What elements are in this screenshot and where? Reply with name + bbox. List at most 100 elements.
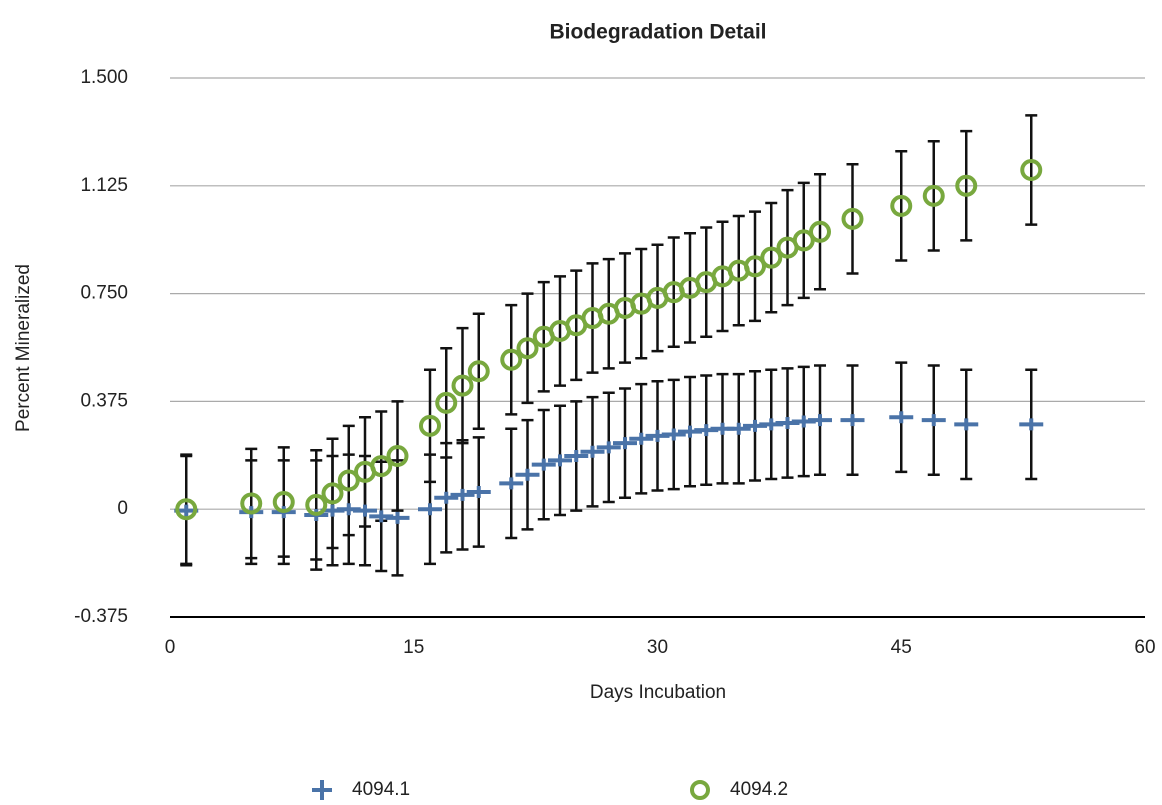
point [515, 468, 540, 481]
point [548, 454, 572, 467]
point [841, 207, 864, 230]
point [435, 391, 458, 414]
point [955, 174, 978, 197]
y-axis-label: Percent Mineralized [13, 264, 34, 432]
y-tick-label: -0.375 [74, 606, 128, 627]
point [613, 437, 637, 450]
point [500, 348, 523, 371]
point [321, 482, 344, 505]
error-bar [749, 210, 761, 323]
error-bar [797, 181, 810, 300]
x-tick-label: 15 [403, 637, 424, 658]
y-tick-label: 0.750 [80, 283, 128, 304]
chart-title: Biodegradation Detail [549, 21, 766, 44]
point [450, 488, 475, 501]
error-bar [1025, 114, 1038, 226]
point [419, 414, 441, 437]
error-bar [765, 201, 778, 314]
point [629, 432, 654, 445]
point [890, 194, 913, 217]
error-bar [375, 410, 388, 522]
error-bar [684, 231, 696, 344]
error-bar [505, 303, 518, 416]
point [451, 374, 474, 397]
error-bar [245, 447, 258, 560]
error-bar [326, 437, 339, 550]
point [840, 414, 865, 427]
error-bar [927, 139, 940, 252]
point [726, 422, 751, 435]
point [175, 498, 198, 521]
point [385, 511, 410, 524]
error-bar [537, 280, 550, 393]
point [516, 337, 539, 360]
point [353, 504, 377, 517]
point [744, 255, 766, 278]
point [386, 445, 409, 468]
x-tick-label: 45 [891, 637, 912, 658]
point [661, 428, 686, 441]
error-bar [846, 162, 859, 275]
point [418, 503, 442, 516]
error-bar [424, 368, 436, 484]
point [1019, 418, 1044, 431]
point [792, 229, 815, 252]
error-bar [814, 173, 826, 291]
legend-marker [312, 780, 332, 800]
error-bar [456, 326, 469, 445]
point [434, 491, 459, 504]
error-bar [781, 188, 794, 307]
point [240, 492, 263, 515]
y-tick-label: 1.500 [80, 67, 128, 88]
point [466, 485, 491, 498]
legend-marker [690, 780, 710, 800]
error-bar [651, 243, 664, 353]
point [305, 493, 328, 516]
point [272, 491, 295, 514]
error-bar [472, 312, 485, 430]
error-bar [619, 252, 631, 364]
point [337, 469, 360, 492]
error-bar [277, 446, 290, 558]
y-tick-label: 0 [117, 498, 128, 519]
legend-label: 4094.1 [352, 779, 410, 800]
y-tick-label: 0.375 [80, 390, 128, 411]
error-bar [521, 292, 534, 405]
point [499, 477, 524, 490]
point [1020, 158, 1043, 181]
point [760, 246, 783, 269]
error-bar [960, 129, 973, 242]
error-bar [716, 220, 729, 333]
error-bar [586, 262, 599, 374]
point [808, 414, 832, 427]
point [580, 445, 605, 458]
x-axis-label: Days Incubation [590, 682, 726, 703]
legend-label: 4094.2 [730, 779, 788, 800]
error-bar [342, 424, 355, 537]
x-tick-label: 0 [165, 637, 176, 658]
error-bar [310, 449, 323, 561]
point [531, 458, 556, 471]
error-bar [667, 236, 680, 349]
point [922, 184, 945, 207]
point [921, 414, 946, 427]
error-bar [635, 247, 648, 360]
point [564, 450, 589, 463]
point [467, 360, 490, 383]
x-tick-label: 30 [647, 637, 668, 658]
error-bar [602, 257, 615, 370]
error-bar [700, 226, 713, 338]
point [889, 411, 914, 424]
error-bar [440, 346, 453, 459]
x-tick-label: 60 [1134, 637, 1155, 658]
y-tick-label: 1.125 [80, 175, 128, 196]
error-bar [391, 400, 404, 512]
point [954, 418, 979, 431]
point [809, 220, 831, 243]
error-bar [732, 214, 745, 327]
point [370, 455, 393, 478]
point [596, 441, 621, 454]
error-bar [554, 275, 566, 387]
error-bar [895, 150, 908, 262]
